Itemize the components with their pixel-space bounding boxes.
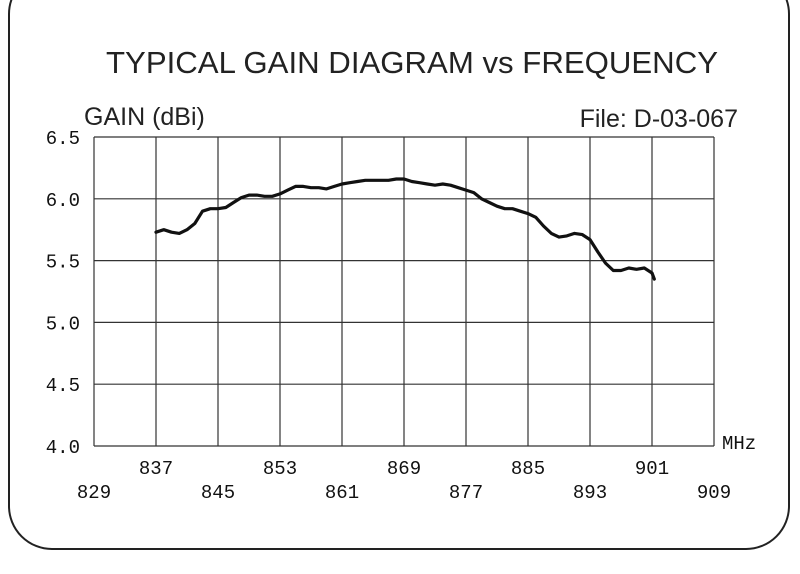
y-tick-label: 4.0 (46, 437, 80, 459)
x-tick-label: 845 (201, 482, 235, 504)
x-tick-label: 893 (573, 482, 607, 504)
y-tick-label: 4.5 (46, 375, 80, 397)
x-tick-label: 909 (697, 482, 731, 504)
y-tick-labels: 6.5 6.0 5.5 5.0 4.5 4.0 (46, 128, 80, 459)
y-tick-label: 5.5 (46, 252, 80, 274)
x-tick-label: 877 (449, 482, 483, 504)
x-tick-label: 837 (139, 458, 173, 480)
chart-frame (8, 0, 790, 550)
x-tick-label: 861 (325, 482, 359, 504)
x-tick-label: 869 (387, 458, 421, 480)
y-tick-label: 5.0 (46, 313, 80, 335)
series-line-gain (154, 177, 656, 281)
x-tick-label: 853 (263, 458, 297, 480)
y-axis-label: GAIN (dBi) (84, 103, 205, 131)
y-tick-label: 6.5 (46, 128, 80, 150)
file-label: File: D-03-067 (580, 105, 738, 133)
chart-title: TYPICAL GAIN DIAGRAM vs FREQUENCY (106, 45, 718, 80)
x-tick-label: 885 (511, 458, 545, 480)
x-tick-label: 901 (635, 458, 669, 480)
y-tick-label: 6.0 (46, 190, 80, 212)
x-tick-labels: 837 853 869 885 901 829 845 861 877 893 909 (77, 458, 731, 504)
x-tick-label: 829 (77, 482, 111, 504)
x-unit-label: MHz (722, 433, 756, 455)
grid (93, 136, 715, 447)
